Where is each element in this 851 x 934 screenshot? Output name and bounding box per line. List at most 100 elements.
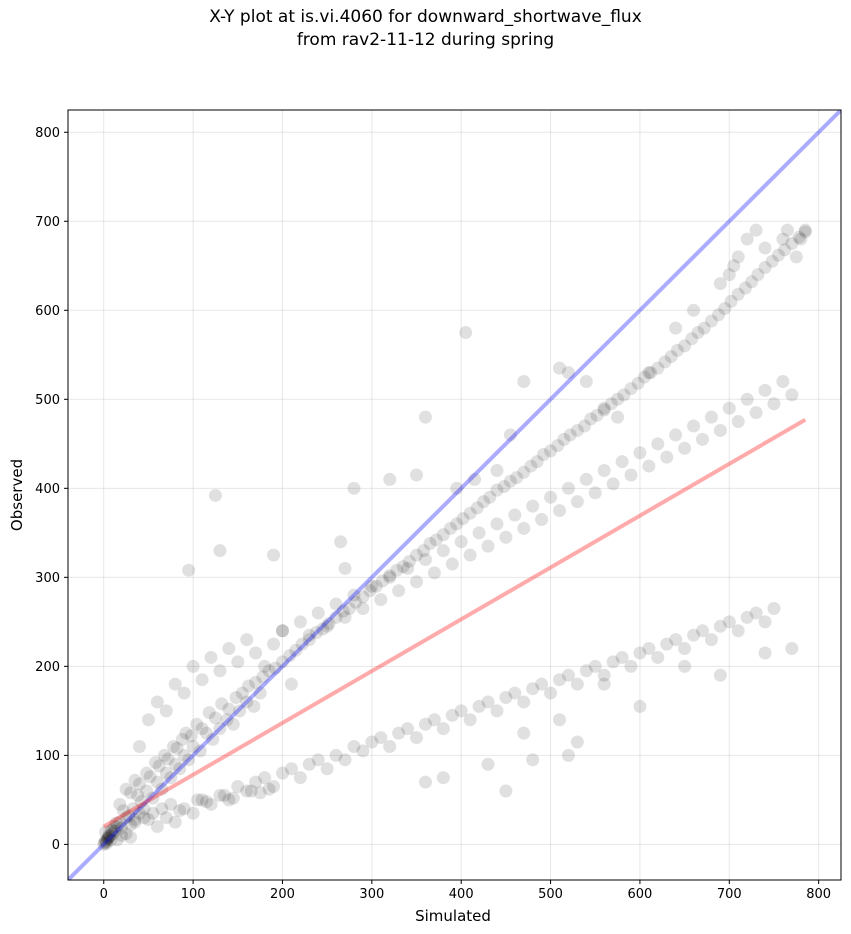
data-point — [557, 432, 571, 446]
data-point — [170, 741, 184, 755]
data-point — [792, 230, 806, 244]
data-point — [141, 812, 155, 826]
data-point — [642, 459, 656, 473]
data-point — [731, 287, 745, 301]
data-point — [731, 250, 745, 264]
data-point — [302, 757, 316, 771]
data-point — [490, 483, 504, 497]
data-point — [490, 464, 504, 478]
data-point — [704, 314, 718, 328]
data-point — [168, 757, 182, 771]
data-point — [289, 643, 303, 657]
data-point — [390, 563, 404, 577]
data-point — [553, 713, 567, 727]
y-tick-label: 100 — [35, 749, 60, 764]
data-point — [302, 628, 316, 642]
data-point — [713, 668, 727, 682]
data-point — [718, 302, 732, 316]
data-point — [202, 706, 216, 720]
data-point — [213, 544, 227, 558]
data-point — [132, 806, 146, 820]
data-point — [740, 232, 754, 246]
data-point — [102, 828, 116, 842]
data-point — [143, 770, 157, 784]
x-tick-label: 500 — [538, 887, 563, 902]
data-point — [418, 553, 432, 567]
data-point — [463, 713, 477, 727]
data-point — [208, 711, 222, 725]
data-point — [140, 766, 154, 780]
data-point — [553, 361, 567, 375]
data-point — [579, 375, 593, 389]
data-point — [132, 739, 146, 753]
data-point — [579, 664, 593, 678]
data-point — [104, 824, 118, 838]
data-point — [128, 812, 142, 826]
data-point — [436, 544, 450, 558]
data-point — [436, 528, 450, 542]
data-point — [113, 797, 127, 811]
data-point — [101, 830, 115, 844]
data-point — [517, 521, 531, 535]
data-point — [678, 642, 692, 656]
data-point — [159, 704, 173, 718]
data-point — [798, 223, 812, 237]
data-point — [383, 570, 397, 584]
data-point — [526, 499, 540, 513]
data-point — [401, 722, 415, 736]
data-point — [497, 480, 511, 494]
data-point — [456, 512, 470, 526]
data-point — [107, 820, 121, 834]
data-point — [168, 815, 182, 829]
data-point — [417, 544, 431, 558]
data-point — [463, 548, 477, 562]
data-point — [338, 610, 352, 624]
data-point — [98, 836, 112, 850]
data-point — [588, 486, 602, 500]
data-point — [517, 465, 531, 479]
data-point — [166, 739, 180, 753]
data-point — [356, 601, 370, 615]
data-point — [644, 366, 658, 380]
data-point — [329, 597, 343, 611]
data-point — [253, 686, 267, 700]
data-point — [119, 827, 133, 841]
data-point — [374, 731, 388, 745]
data-point — [459, 326, 473, 340]
data-point — [101, 831, 115, 845]
data-point — [150, 695, 164, 709]
data-point — [704, 410, 718, 424]
data-point — [436, 722, 450, 736]
data-point — [104, 833, 118, 847]
data-point — [132, 777, 146, 791]
data-point — [240, 695, 254, 709]
data-point — [128, 773, 142, 787]
data-point — [195, 793, 209, 807]
data-point — [347, 739, 361, 753]
data-point — [164, 797, 178, 811]
x-tick-label: 0 — [100, 887, 108, 902]
data-point — [249, 675, 263, 689]
data-point — [131, 788, 145, 802]
data-point — [231, 655, 245, 669]
data-point — [517, 375, 531, 389]
data-point — [776, 375, 790, 389]
data-point — [579, 472, 593, 486]
data-point — [776, 232, 790, 246]
data-point — [99, 837, 113, 851]
x-tick-label: 300 — [359, 887, 384, 902]
data-point — [109, 816, 123, 830]
data-point — [365, 735, 379, 749]
data-point — [658, 355, 672, 369]
data-point — [137, 802, 151, 816]
data-point — [713, 277, 727, 291]
data-point — [258, 771, 272, 785]
data-point — [695, 432, 709, 446]
data-point — [749, 406, 763, 420]
data-point — [530, 455, 544, 469]
y-axis-label: Observed — [8, 459, 26, 531]
data-point — [275, 766, 289, 780]
data-point — [633, 446, 647, 460]
data-point — [268, 661, 282, 675]
